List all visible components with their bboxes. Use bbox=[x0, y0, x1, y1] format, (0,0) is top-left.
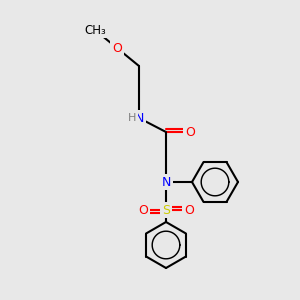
Text: N: N bbox=[161, 176, 171, 188]
Text: N: N bbox=[134, 112, 144, 124]
Text: O: O bbox=[138, 203, 148, 217]
Text: S: S bbox=[162, 203, 170, 217]
Text: O: O bbox=[112, 41, 122, 55]
Text: O: O bbox=[184, 203, 194, 217]
Text: O: O bbox=[185, 125, 195, 139]
Text: CH₃: CH₃ bbox=[84, 23, 106, 37]
Text: H: H bbox=[128, 113, 136, 123]
